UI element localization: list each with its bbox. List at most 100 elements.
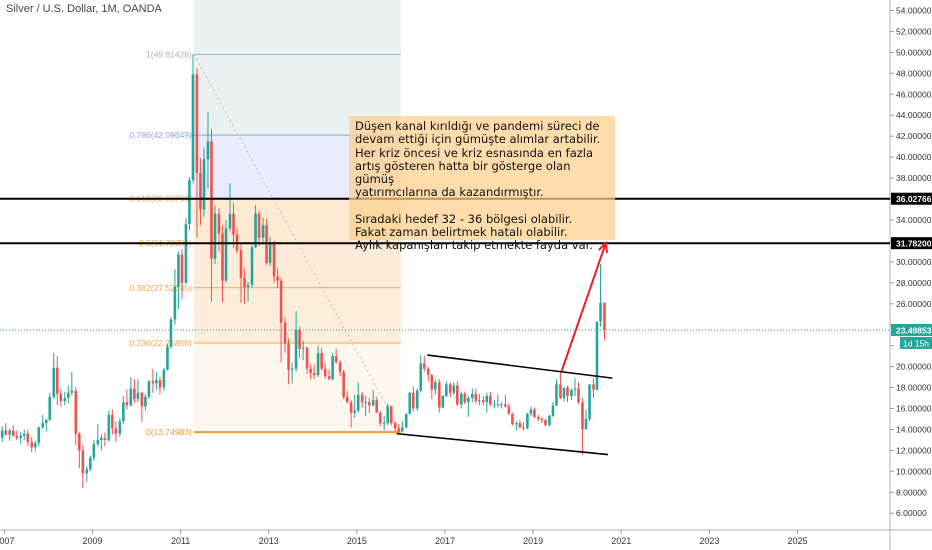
candle-body — [122, 402, 125, 422]
candle-body — [81, 450, 85, 474]
candle-body — [334, 356, 338, 363]
countdown-label: 1d 15h — [903, 338, 929, 348]
candle-body — [287, 343, 290, 370]
symbol-title: Silver / U.S. Dollar, 1M, OANDA — [6, 3, 162, 15]
candle-body — [191, 74, 195, 181]
candle-body — [603, 302, 606, 330]
candle-body — [22, 433, 26, 436]
y-tick-label: 54.00000 — [896, 5, 932, 15]
candle-body — [129, 388, 133, 406]
candle-body — [382, 423, 386, 425]
candle-body — [283, 322, 287, 344]
candle-body — [111, 414, 114, 429]
candle-body — [356, 394, 360, 411]
candle-body — [158, 380, 162, 388]
candle-body — [162, 369, 166, 388]
candle-body — [107, 414, 111, 440]
candle-body — [434, 382, 437, 390]
candle-body — [166, 346, 169, 370]
candle-body — [515, 423, 518, 425]
candle-body — [70, 390, 74, 393]
candle-body — [441, 395, 445, 408]
candle-body — [294, 329, 298, 369]
text-annotation[interactable]: Düşen kanal kırıldığı ve pandemi süreci … — [349, 116, 615, 252]
candle-body — [393, 423, 397, 429]
candle-body — [169, 319, 173, 347]
candle-body — [378, 412, 382, 424]
candle-body — [566, 387, 569, 396]
candle-body — [217, 213, 221, 234]
candle-body — [327, 376, 331, 380]
candle-body — [41, 423, 45, 428]
candle-body — [48, 396, 52, 421]
candle-body — [581, 402, 584, 430]
fib-level-label: 0.786(42.09649) — [129, 130, 192, 140]
candle-body — [548, 415, 551, 426]
candle-body — [493, 404, 496, 406]
candle-body — [522, 427, 525, 429]
y-tick-label: 20.00000 — [896, 362, 932, 372]
candle-body — [485, 395, 489, 403]
candle-body — [0, 430, 4, 438]
candle-body — [496, 404, 500, 406]
candle-body — [599, 302, 602, 322]
candle-body — [478, 400, 481, 402]
annotation-line: Aylık kapanışları takip etmekte fayda va… — [355, 238, 593, 253]
y-tick-label: 6.00000 — [896, 508, 927, 518]
x-tick-label: 2015 — [347, 536, 367, 546]
candle-body — [342, 371, 345, 397]
candle-body — [562, 387, 566, 399]
candle-body — [467, 398, 470, 403]
candle-body — [202, 159, 206, 210]
candle-body — [419, 363, 423, 391]
candle-body — [577, 388, 580, 403]
candle-body — [4, 430, 8, 435]
candle-body — [422, 363, 426, 369]
candle-body — [504, 404, 507, 407]
candle-body — [375, 400, 379, 413]
candle-body — [338, 362, 342, 372]
candle-body — [15, 435, 19, 438]
candle-body — [389, 406, 393, 424]
candle-body — [63, 398, 67, 402]
candle-body — [312, 372, 316, 375]
annotation-line: Fakat zaman belirtmek hatalı olabilir. — [355, 225, 568, 240]
candle-body — [301, 347, 305, 349]
candle-body — [430, 374, 434, 390]
candle-body — [526, 413, 529, 429]
x-tick-label: 2025 — [787, 536, 807, 546]
level-price-label-bg — [891, 237, 932, 250]
candle-body — [243, 277, 246, 287]
candle-body — [323, 368, 327, 377]
candle-body — [276, 276, 279, 281]
annotation-line: artış gösteren hatta bir gösterge olan g… — [355, 158, 571, 187]
candle-body — [367, 402, 371, 406]
y-tick-label: 10.00000 — [896, 466, 932, 476]
candle-body — [184, 224, 188, 283]
annotation-line: Düşen kanal kırıldığı ve pandemi süreci … — [355, 119, 600, 133]
candle-body — [588, 384, 591, 419]
candle-body — [206, 141, 210, 160]
candle-body — [11, 430, 15, 436]
y-tick-label: 50.00000 — [896, 47, 932, 57]
candle-body — [584, 418, 588, 430]
candle-body — [52, 367, 56, 397]
candle-body — [74, 390, 78, 434]
candle-body — [213, 213, 217, 259]
candle-body — [544, 420, 547, 426]
candle-body — [26, 433, 30, 443]
candle-body — [272, 243, 276, 277]
candle-body — [331, 356, 334, 380]
candle-body — [155, 380, 158, 384]
candle-body — [426, 368, 430, 375]
candle-body — [151, 381, 155, 384]
candle-body — [173, 286, 177, 320]
candle-body — [55, 367, 59, 394]
candle-body — [44, 420, 48, 424]
candle-body — [96, 439, 100, 445]
candle-body — [364, 402, 367, 404]
candle-body — [408, 392, 412, 414]
candle-body — [460, 393, 463, 405]
